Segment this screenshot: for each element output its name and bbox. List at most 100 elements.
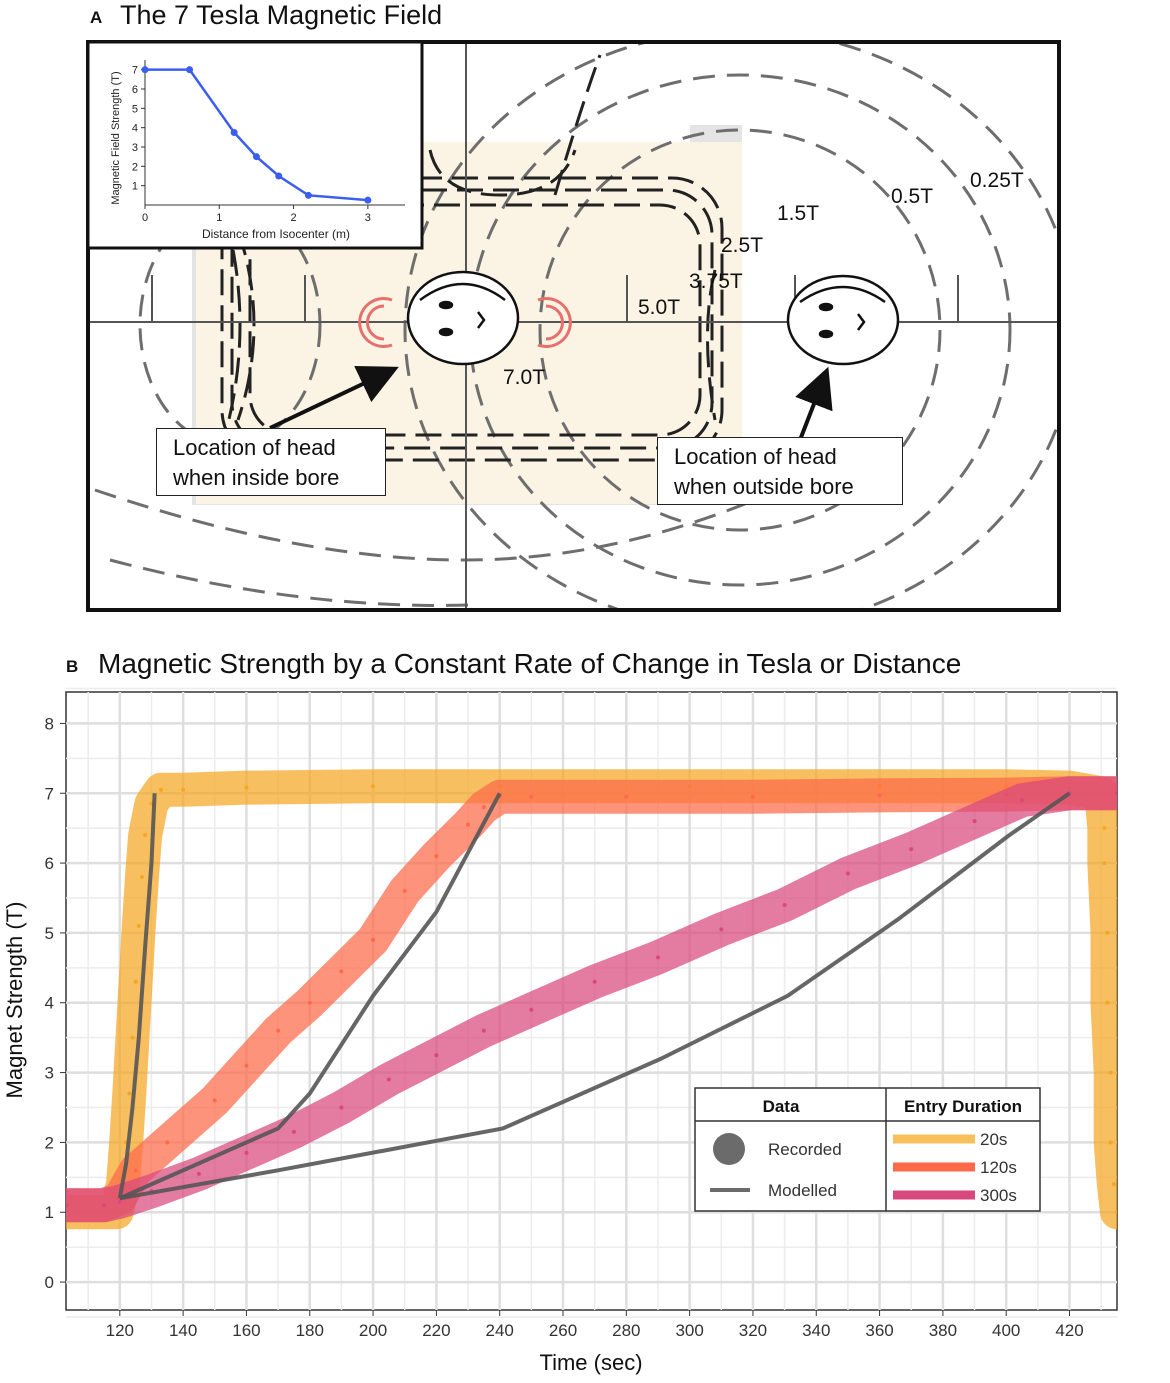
recorded-point (481, 1028, 486, 1033)
recorded-point (1067, 791, 1072, 796)
x-tick-label: 200 (359, 1321, 387, 1340)
recorded-point (133, 979, 138, 984)
legend-modelled-label: Modelled (768, 1181, 837, 1200)
recorded-point (1004, 784, 1009, 789)
y-tick-label: 0 (45, 1273, 54, 1292)
inset-ylabel: Magnetic Field Strength (T) (110, 71, 122, 204)
inset-y-tick-label: 6 (132, 84, 138, 96)
recorded-series-20s (66, 769, 1117, 1230)
x-tick-label: 300 (675, 1321, 703, 1340)
arrow-inside (269, 365, 399, 430)
inset-point (186, 66, 194, 74)
recorded-point (66, 1210, 68, 1215)
plot-area (65, 691, 1118, 1311)
legend-data-header: Data (763, 1097, 800, 1116)
recorded-point (845, 871, 850, 876)
recorded-point (434, 854, 439, 859)
recorded-point (120, 1182, 125, 1187)
modelled-series-120s (119, 792, 502, 1201)
recorded-point (66, 1203, 68, 1208)
recorded-point (371, 937, 376, 942)
panel-a-title: The 7 Tesla Magnetic Field (120, 0, 443, 30)
recorded-point (497, 784, 502, 789)
recorded-series-120s (66, 776, 1117, 1223)
y-tick-label: 8 (45, 714, 54, 733)
recorded-point (687, 784, 692, 789)
recorded-series-300s (66, 776, 1117, 1223)
y-tick-label: 6 (45, 854, 54, 873)
recorded-point (719, 927, 724, 932)
panel-a-letter: A (90, 8, 103, 27)
recorded-point (136, 923, 141, 928)
recorded-point (117, 1199, 122, 1204)
x-tick-label: 260 (549, 1321, 577, 1340)
inset-y-tick-label: 5 (132, 103, 138, 115)
callout-inside-line2: when inside bore (173, 465, 340, 490)
recorded-point (1115, 791, 1117, 796)
recorded-point (127, 1091, 132, 1096)
recorded-point (291, 1129, 296, 1134)
inset-x-tick-label: 3 (365, 212, 371, 224)
head-inside-bore-icon (406, 270, 520, 366)
contour-label: 2.5T (721, 234, 763, 257)
x-tick-label: 320 (739, 1321, 767, 1340)
recorded-point (529, 1007, 534, 1012)
recorded-point (371, 784, 376, 789)
recorded-point (750, 794, 755, 799)
recorded-point (244, 1063, 249, 1068)
recorded-point (130, 1035, 135, 1040)
callout-inside-bore: Location of head when inside bore (156, 428, 386, 496)
contour-label: 3.75T (689, 270, 743, 293)
x-tick-label: 120 (106, 1321, 134, 1340)
inset-y-tick-label: 3 (132, 142, 138, 154)
recorded-point (165, 1140, 170, 1145)
callout-outside-bore: Location of head when outside bore (657, 437, 903, 505)
x-tick-label: 240 (486, 1321, 514, 1340)
legend: Data Entry Duration Recorded Modelled 20… (694, 1087, 1041, 1212)
recorded-point (497, 794, 502, 799)
panel-b-letter: B (66, 657, 79, 676)
recorded-point (307, 1000, 312, 1005)
inset-point (141, 66, 149, 74)
modelled-series-300s (119, 791, 1071, 1201)
recorded-point (782, 902, 787, 907)
y-tick-label: 3 (45, 1064, 54, 1083)
inset-point (230, 129, 238, 136)
panel-b-title: Magnetic Strength by a Constant Rate of … (98, 648, 962, 679)
recorded-point (124, 1140, 129, 1145)
contour-label: 0.5T (891, 185, 933, 208)
legend-label-20s: 20s (980, 1130, 1007, 1149)
recorded-point (143, 833, 148, 838)
inset-y-tick-label: 2 (132, 161, 138, 173)
recorded-point (196, 1171, 201, 1176)
recorded-point (133, 1168, 138, 1173)
field-diagram: 0.25T 0.5T 1.5T 2.5T 3.75T 5.0T 7.0T 0 1 2… (86, 40, 1061, 612)
legend-label-120s: 120s (980, 1158, 1017, 1177)
x-tick-label: 420 (1055, 1321, 1083, 1340)
recorded-point (1102, 826, 1107, 831)
legend-recorded-label: Recorded (768, 1140, 842, 1159)
contour-label: 7.0T (503, 366, 545, 389)
inset-y-tick-label: 7 (132, 65, 138, 77)
recorded-point (655, 955, 660, 960)
recorded-point (101, 1203, 106, 1208)
recorded-point (339, 1105, 344, 1110)
y-tick-label: 7 (45, 784, 54, 803)
x-tick-label: 180 (296, 1321, 324, 1340)
inset-y-tick-label: 4 (132, 123, 138, 135)
x-tick-label: 340 (802, 1321, 830, 1340)
recorded-point (139, 875, 144, 880)
recorded-point (624, 794, 629, 799)
recorded-point (149, 801, 154, 806)
recorded-point (66, 1203, 68, 1208)
contour-label: 1.5T (777, 202, 819, 225)
recorded-point (481, 805, 486, 810)
x-tick-label: 380 (929, 1321, 957, 1340)
recorded-point (86, 1210, 91, 1215)
recorded-point (149, 1189, 154, 1194)
recorded-point (434, 1053, 439, 1058)
recorded-point (972, 819, 977, 824)
recorded-point (339, 969, 344, 974)
contour-labels: 0.25T 0.5T 1.5T 2.5T 3.75T 5.0T 7.0T (503, 169, 1024, 389)
